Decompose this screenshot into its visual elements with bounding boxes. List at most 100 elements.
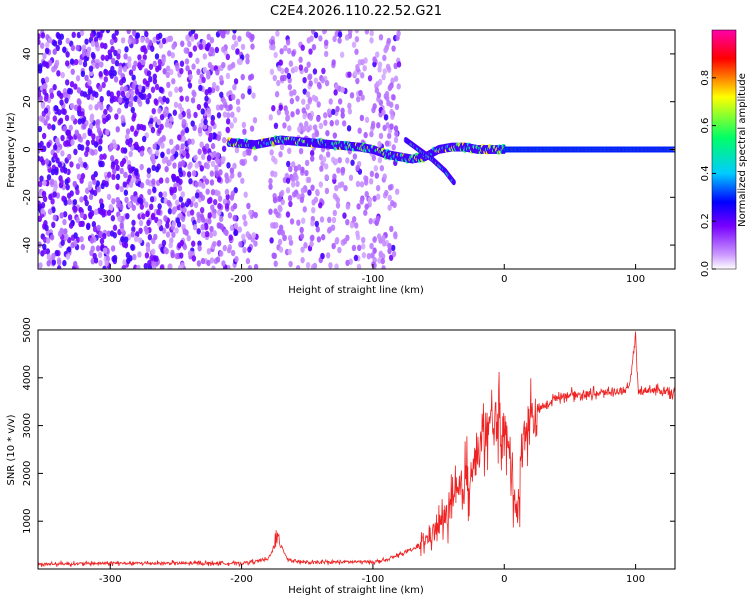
noise-cell [127, 61, 132, 68]
noise-cell [221, 145, 227, 152]
noise-cell [114, 30, 119, 36]
noise-cell [44, 76, 50, 83]
noise-cell [354, 48, 359, 55]
noise-cell [175, 176, 180, 184]
noise-cell [207, 212, 212, 219]
noise-cell [154, 149, 160, 157]
colorbar-label: Normalized spectral amplitude [737, 73, 748, 227]
noise-cell [84, 38, 89, 45]
noise-cell [210, 189, 216, 196]
noise-cell [53, 152, 58, 159]
noise-cell [162, 191, 168, 198]
noise-cell [215, 69, 220, 76]
noise-cell [231, 34, 237, 41]
y-tick-label: 3000 [22, 413, 33, 438]
noise-cell [286, 47, 292, 55]
noise-cell [111, 173, 116, 181]
noise-cell [391, 144, 396, 151]
noise-cell [146, 219, 151, 227]
noise-cell [91, 90, 97, 97]
snr-x-label: Height of straight line (km) [288, 585, 424, 596]
noise-cell [59, 178, 64, 186]
noise-cell [150, 260, 156, 267]
noise-cell [208, 132, 213, 140]
figure-title: C2E4.2026.110.22.52.G21 [270, 4, 442, 19]
noise-cell [69, 102, 75, 110]
noise-cell [216, 190, 221, 197]
noise-cell [354, 30, 360, 34]
noise-cell [288, 200, 293, 208]
noise-cell [204, 143, 210, 150]
noise-cell [197, 240, 202, 247]
colorbar-ticks: 0.0 0.2 0.4 0.6 0.8 [700, 70, 716, 277]
noise-cell [309, 240, 314, 248]
noise-cell [56, 265, 62, 269]
noise-cell [179, 67, 184, 75]
noise-cell [241, 121, 247, 129]
noise-cell [288, 260, 293, 268]
noise-cell [123, 189, 129, 196]
noise-cell [128, 69, 134, 76]
noise-cell [206, 33, 211, 41]
noise-cell [301, 107, 306, 114]
noise-cell [209, 179, 215, 186]
noise-cell [226, 162, 231, 169]
noise-cell [52, 84, 57, 91]
noise-cell [283, 44, 288, 52]
noise-cell [125, 212, 130, 220]
noise-cell [393, 75, 399, 82]
noise-cell [120, 147, 126, 154]
noise-cell [166, 35, 172, 43]
noise-cell [295, 180, 300, 188]
noise-cell [65, 60, 70, 67]
noise-cell [146, 70, 152, 77]
noise-cell [129, 95, 135, 102]
noise-cell [376, 122, 381, 129]
noise-cell [186, 112, 192, 119]
noise-cell [369, 37, 374, 44]
noise-cell [268, 183, 273, 190]
noise-cell [109, 142, 114, 149]
noise-cell [344, 34, 350, 41]
noise-cell [187, 250, 193, 257]
noise-cell [60, 239, 65, 246]
noise-cell [355, 63, 360, 71]
noise-cell [196, 211, 201, 219]
noise-cell [39, 140, 44, 148]
noise-cell [126, 257, 131, 265]
noise-cell [104, 260, 109, 267]
noise-cell [138, 219, 144, 227]
noise-cell [340, 86, 345, 93]
noise-cell [364, 203, 369, 210]
noise-cell [106, 113, 111, 121]
noise-cell [141, 213, 146, 220]
noise-cell [106, 90, 111, 97]
noise-cell [179, 95, 184, 102]
noise-cell [363, 209, 368, 216]
noise-cell [43, 107, 49, 114]
noise-cell [381, 265, 386, 269]
noise-cell [185, 65, 190, 72]
noise-cell [312, 68, 318, 75]
noise-cell [59, 99, 64, 106]
noise-cell [88, 123, 94, 130]
noise-cell [178, 170, 184, 178]
noise-cell [377, 140, 382, 148]
noise-cell [334, 236, 340, 244]
noise-cell [337, 31, 343, 38]
noise-cell [342, 237, 348, 245]
noise-cell [154, 53, 160, 60]
noise-cell [393, 231, 398, 238]
noise-cell [237, 226, 243, 233]
noise-cell [62, 108, 67, 116]
noise-cell [351, 41, 357, 48]
noise-cell [224, 188, 230, 196]
noise-cell [332, 132, 338, 139]
noise-cell [216, 112, 222, 119]
noise-cell [62, 46, 67, 53]
noise-cell [226, 112, 231, 119]
noise-cell [391, 94, 396, 101]
noise-cell [240, 93, 246, 100]
noise-cell [193, 111, 198, 119]
noise-cell [179, 239, 185, 247]
